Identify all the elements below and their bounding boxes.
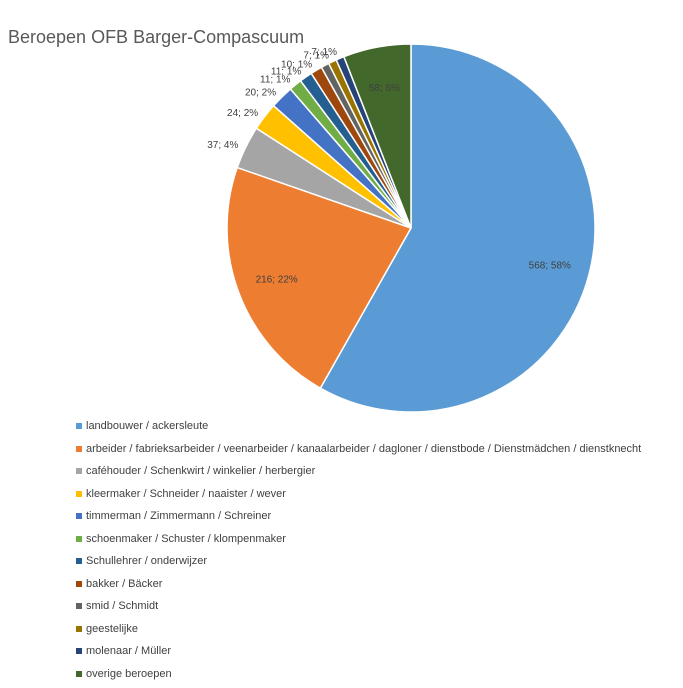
legend-item: kleermaker / Schneider / naaister / weve… [76, 486, 641, 509]
legend-label: kleermaker / Schneider / naaister / weve… [86, 488, 286, 500]
legend-label: schoenmaker / Schuster / klompenmaker [86, 533, 286, 545]
chart-legend: landbouwer / ackersleute arbeider / fabri… [76, 418, 641, 688]
legend-swatch [76, 581, 82, 587]
legend-item: molenaar / Müller [76, 643, 641, 666]
legend-item: caféhouder / Schenkwirt / winkelier / he… [76, 463, 641, 486]
data-label: 58; 6% [369, 83, 400, 94]
legend-item: schoenmaker / Schuster / klompenmaker [76, 531, 641, 554]
legend-swatch [76, 603, 82, 609]
legend-item: smid / Schmidt [76, 598, 641, 621]
legend-swatch [76, 491, 82, 497]
data-label: 20; 2% [245, 87, 276, 98]
data-label: 24; 2% [227, 108, 258, 119]
legend-swatch [76, 446, 82, 452]
pie-chart: 568; 58%216; 22%37; 4%24; 2%20; 2%11; 1%… [0, 0, 683, 415]
legend-label: bakker / Bäcker [86, 578, 162, 590]
legend-swatch [76, 423, 82, 429]
data-label: 37; 4% [207, 140, 238, 151]
legend-label: arbeider / fabrieksarbeider / veenarbeid… [86, 443, 641, 455]
legend-item: Schullehrer / onderwijzer [76, 553, 641, 576]
legend-swatch [76, 536, 82, 542]
legend-swatch [76, 558, 82, 564]
legend-swatch [76, 513, 82, 519]
legend-label: geestelijke [86, 623, 138, 635]
legend-swatch [76, 648, 82, 654]
legend-label: molenaar / Müller [86, 645, 171, 657]
legend-label: landbouwer / ackersleute [86, 420, 208, 432]
legend-label: Schullehrer / onderwijzer [86, 555, 207, 567]
legend-item: bakker / Bäcker [76, 576, 641, 599]
legend-swatch [76, 468, 82, 474]
data-label: 7; 1% [311, 47, 337, 58]
data-label: 216; 22% [256, 275, 298, 286]
legend-swatch [76, 626, 82, 632]
legend-label: caféhouder / Schenkwirt / winkelier / he… [86, 465, 315, 477]
legend-item: arbeider / fabrieksarbeider / veenarbeid… [76, 441, 641, 464]
legend-label: timmerman / Zimmermann / Schreiner [86, 510, 271, 522]
legend-item: geestelijke [76, 621, 641, 644]
legend-item: landbouwer / ackersleute [76, 418, 641, 441]
legend-item: timmerman / Zimmermann / Schreiner [76, 508, 641, 531]
legend-swatch [76, 671, 82, 677]
legend-label: overige beroepen [86, 668, 172, 680]
legend-label: smid / Schmidt [86, 600, 158, 612]
data-label: 568; 58% [529, 261, 571, 272]
